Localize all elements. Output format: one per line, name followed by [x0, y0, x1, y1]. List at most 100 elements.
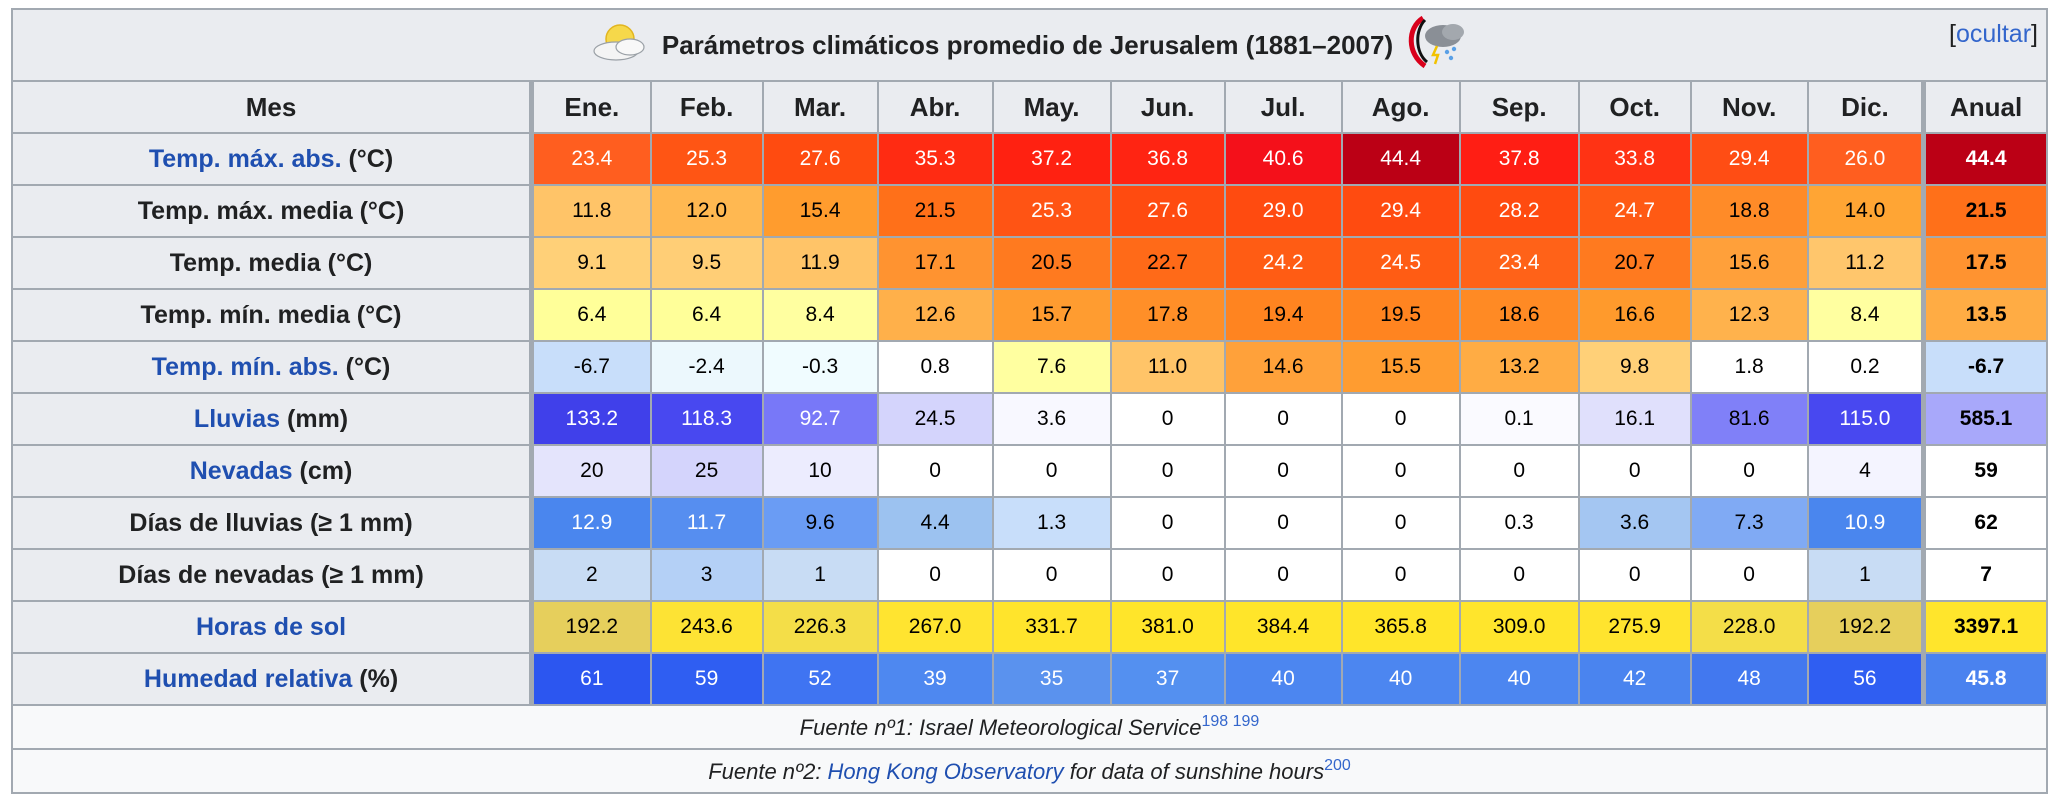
row-label-link[interactable]: Nevadas: [189, 456, 293, 485]
data-cell: 24.7: [1577, 184, 1692, 238]
header-month: Dic.: [1806, 80, 1925, 134]
table-row: Temp. mín. abs. (°C) -6.7 -2.4 -0.3 0.8 7.6 11…: [11, 340, 2049, 394]
row-label-link[interactable]: Temp. mín. abs.: [151, 352, 339, 381]
data-cell: 0.8: [876, 340, 994, 394]
row-label-link[interactable]: Lluvias: [193, 404, 281, 433]
header-row: Mes Ene. Feb. Mar. Abr. May. Jun. Jul. A…: [11, 80, 2049, 134]
data-cell: 8.4: [1806, 288, 1925, 342]
data-cell: 27.6: [1109, 184, 1226, 238]
data-cell: 14.6: [1223, 340, 1343, 394]
header-month: Sep.: [1458, 80, 1580, 134]
data-cell: 228.0: [1689, 600, 1809, 654]
row-label-text: (%): [352, 664, 399, 693]
table-row: Días de lluvias (≥ 1 mm) 12.9 11.7 9.6 4.4 1.…: [11, 496, 2049, 550]
data-cell: 19.4: [1223, 288, 1343, 342]
data-cell: 12.3: [1689, 288, 1809, 342]
data-cell: 0: [1340, 444, 1461, 498]
table-row: Temp. máx. abs. (°C) 23.4 25.3 27.6 35.3 37.2…: [11, 132, 2049, 186]
data-cell: 9.8: [1577, 340, 1692, 394]
data-cell: 20: [529, 444, 652, 498]
header-month: May.: [991, 80, 1112, 134]
table-title: Parámetros climáticos promedio de Jerusa…: [661, 29, 1394, 60]
row-label-text: Temp. mín. media (°C): [140, 300, 402, 329]
data-cell: 0: [1109, 444, 1226, 498]
toggle-control: [ocultar]: [1949, 20, 2038, 48]
sun-cloud-icon: [590, 19, 652, 72]
source-row: Fuente nº1: Israel Meteorological Servic…: [11, 704, 2048, 750]
data-cell: 37.8: [1458, 132, 1580, 186]
table-row: Temp. máx. media (°C) 11.8 12.0 15.4 21.5 25.…: [11, 184, 2049, 238]
row-label: Lluvias (mm): [11, 392, 533, 446]
row-label: Temp. mín. abs. (°C): [11, 340, 533, 394]
source-row: Fuente nº2: Hong Kong Observatory for da…: [11, 748, 2048, 794]
data-cell: 40: [1340, 652, 1461, 706]
data-cell: 40: [1223, 652, 1343, 706]
reference-2[interactable]: 200: [1324, 757, 1351, 774]
annual-cell: 21.5: [1921, 184, 2049, 238]
data-cell: 0: [1340, 496, 1461, 550]
data-cell: 9.1: [529, 236, 652, 290]
data-cell: 37: [1109, 652, 1226, 706]
data-cell: 0.2: [1806, 340, 1925, 394]
row-label-link[interactable]: Horas de sol: [196, 612, 347, 641]
climate-table: Parámetros climáticos promedio de Jerusa…: [11, 8, 2049, 794]
data-cell: 3: [649, 548, 764, 602]
annual-cell: -6.7: [1921, 340, 2049, 394]
data-cell: 192.2: [1806, 600, 1925, 654]
data-cell: 15.4: [761, 184, 879, 238]
data-cell: 19.5: [1340, 288, 1461, 342]
data-cell: 18.6: [1458, 288, 1580, 342]
data-cell: 9.5: [649, 236, 764, 290]
data-cell: 42: [1577, 652, 1692, 706]
row-label-text: (°C): [338, 352, 391, 381]
reference-1[interactable]: 198 199: [1201, 713, 1260, 730]
data-cell: 17.1: [876, 236, 994, 290]
data-cell: 48: [1689, 652, 1809, 706]
data-cell: 0: [1109, 496, 1226, 550]
header-annual: Anual: [1921, 80, 2049, 134]
row-label: Temp. máx. media (°C): [11, 184, 533, 238]
data-cell: 0: [1689, 444, 1809, 498]
row-label: Temp. media (°C): [11, 236, 533, 290]
data-cell: 9.6: [761, 496, 879, 550]
data-cell: 56: [1806, 652, 1925, 706]
header-mes: Mes: [11, 80, 533, 134]
data-cell: 0: [1340, 548, 1461, 602]
table-row: Días de nevadas (≥ 1 mm) 2 3 1 0 0 0 0 0 0 0 0 1 7: [11, 548, 2049, 602]
hong-kong-observatory-link[interactable]: Hong Kong Observatory: [827, 759, 1064, 784]
data-cell: 59: [649, 652, 764, 706]
table-row: Temp. media (°C) 9.1 9.5 11.9 17.1 20.5 22.7 24…: [11, 236, 2049, 290]
row-label-link[interactable]: Humedad relativa: [143, 664, 353, 693]
header-month: Nov.: [1689, 80, 1809, 134]
data-cell: 7.3: [1689, 496, 1809, 550]
data-cell: 39: [876, 652, 994, 706]
data-cell: 20.5: [991, 236, 1112, 290]
table-row: Nevadas (cm) 20 25 10 0 0 0 0 0 0 0 0 4 59: [11, 444, 2049, 498]
data-cell: 25: [649, 444, 764, 498]
data-cell: 381.0: [1109, 600, 1226, 654]
data-cell: 26.0: [1806, 132, 1925, 186]
data-cell: 4.4: [876, 496, 994, 550]
data-cell: 29.4: [1340, 184, 1461, 238]
data-cell: 0.3: [1458, 496, 1580, 550]
row-label-link[interactable]: Temp. máx. abs.: [148, 144, 342, 173]
data-cell: 118.3: [649, 392, 764, 446]
data-cell: 1.8: [1689, 340, 1809, 394]
row-label-text: (cm): [292, 456, 353, 485]
row-label-text: Días de lluvias (≥ 1 mm): [129, 508, 413, 537]
header-month: Jul.: [1223, 80, 1343, 134]
hide-link[interactable]: ocultar: [1956, 20, 2032, 48]
data-cell: 4: [1806, 444, 1925, 498]
data-cell: 0: [991, 444, 1112, 498]
data-cell: 11.0: [1109, 340, 1226, 394]
table-row: Humedad relativa (%) 61 59 52 39 35 37 40 40 40 42…: [11, 652, 2049, 706]
header-month: Oct.: [1577, 80, 1692, 134]
data-cell: 0: [1577, 444, 1692, 498]
annual-cell: 17.5: [1921, 236, 2049, 290]
annual-cell: 44.4: [1921, 132, 2049, 186]
data-cell: 0: [991, 548, 1112, 602]
row-label: Temp. mín. media (°C): [11, 288, 533, 342]
data-cell: 0: [1458, 548, 1580, 602]
data-cell: 12.9: [529, 496, 652, 550]
annual-cell: 59: [1921, 444, 2049, 498]
